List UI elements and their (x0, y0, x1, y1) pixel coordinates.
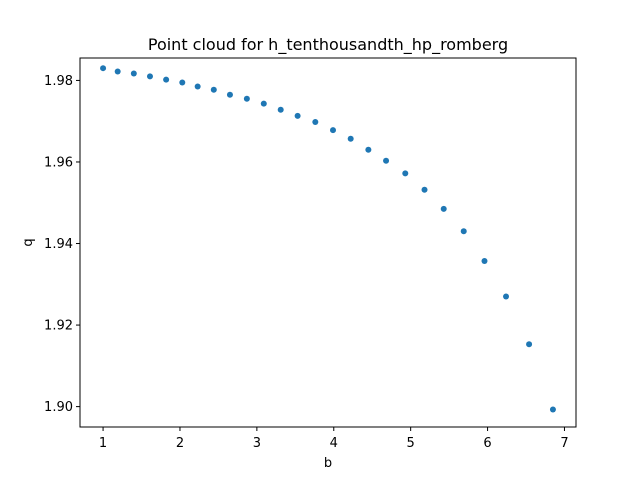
data-point (402, 170, 409, 177)
data-point (347, 135, 354, 142)
x-tick-label: 7 (560, 436, 568, 451)
x-tick-label: 4 (330, 436, 338, 451)
x-tick-label: 1 (99, 436, 107, 451)
data-point (179, 79, 186, 86)
y-tick-label: 1.98 (44, 74, 73, 89)
data-point (503, 293, 510, 300)
x-tick-label: 2 (176, 436, 184, 451)
data-point (226, 91, 233, 98)
x-tick-label: 3 (253, 436, 261, 451)
y-tick-label: 1.92 (44, 319, 73, 334)
data-point (294, 112, 301, 119)
data-point (460, 228, 467, 235)
data-points (100, 65, 556, 413)
chart-title: Point cloud for h_tenthousandth_hp_rombe… (148, 35, 508, 55)
data-point (100, 65, 107, 72)
x-tick-label: 6 (483, 436, 491, 451)
y-tick-label: 1.96 (44, 155, 73, 170)
data-point (260, 100, 267, 107)
data-point (194, 83, 201, 90)
data-point (481, 258, 488, 265)
x-axis-ticks: 1 2 3 4 5 6 7 (99, 427, 569, 451)
plot-area-frame (79, 57, 577, 428)
data-point (549, 406, 556, 413)
data-point (163, 76, 170, 83)
y-tick-label: 1.90 (44, 400, 73, 415)
data-point (312, 119, 319, 126)
data-point (440, 205, 447, 212)
data-point (243, 95, 250, 102)
data-point (210, 86, 217, 93)
data-point (130, 70, 137, 77)
data-point (526, 341, 533, 348)
data-point (277, 106, 284, 113)
y-axis-label: q (21, 238, 36, 246)
data-point (421, 186, 428, 193)
data-point (330, 127, 336, 134)
data-point (146, 73, 153, 80)
data-point (114, 68, 121, 75)
data-point (365, 146, 372, 153)
y-axis-ticks: 1.90 1.92 1.94 1.96 1.98 (44, 74, 80, 415)
x-axis-label: b (324, 456, 332, 471)
y-tick-label: 1.94 (44, 237, 73, 252)
data-point (383, 157, 390, 164)
x-tick-label: 5 (407, 436, 415, 451)
